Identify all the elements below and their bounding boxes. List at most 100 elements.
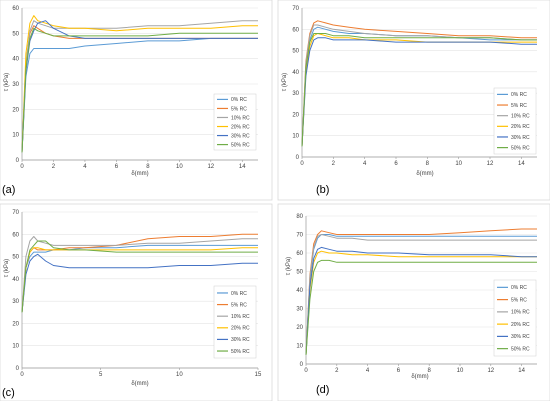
series-line-20pct-rc: [21, 15, 258, 153]
panel-d-plot: 0 10 20 30 40 50 60 70 80 0 2 4 6 8 10 12 14: [296, 214, 537, 374]
x-tick-label: 8: [428, 368, 432, 374]
panel-a-plot: 0 10 20 30 40 50 60 0 2 4 6 8 10 12 14: [12, 6, 258, 170]
panel-c-ylabel: τ (kPa): [4, 259, 10, 277]
y-tick-label: 60: [12, 232, 19, 238]
panel-a-label: (a): [2, 184, 15, 196]
legend-entry: 5% RC: [511, 103, 527, 109]
y-tick-label: 60: [12, 6, 19, 12]
legend-entry: 0% RC: [231, 97, 247, 103]
y-tick-label: 10: [292, 134, 299, 140]
x-tick-label: 0: [304, 368, 308, 374]
y-tick-label: 20: [296, 325, 303, 331]
y-tick-label: 20: [292, 112, 299, 118]
y-tick-label: 20: [12, 321, 19, 327]
legend-entry: 0% RC: [231, 291, 247, 297]
legend-entry: 5% RC: [231, 302, 247, 308]
panel-a-ylabel: τ (kPa): [4, 73, 10, 91]
x-tick-label: 0: [20, 164, 24, 170]
legend-entry: 10% RC: [231, 314, 250, 320]
panel-a: τ (kPa) δ(mm) (a) 0 10 20 30 40 50 60 0 2 4 6 8 10 12…: [0, 0, 273, 201]
x-tick-label: 10: [455, 161, 462, 167]
x-tick-label: 14: [518, 161, 525, 167]
x-tick-label: 15: [255, 372, 262, 378]
panel-d-ylabel: τ (kPa): [286, 257, 292, 275]
y-tick-label: 40: [292, 70, 299, 76]
legend-entry: 30% RC: [231, 337, 250, 343]
x-tick-label: 4: [83, 164, 87, 170]
series-line-0pct-rc: [301, 26, 537, 147]
x-tick-label: 10: [176, 164, 183, 170]
y-tick-label: 70: [292, 6, 299, 12]
series-line-30pct-rc: [301, 37, 537, 147]
series-line-0pct-rc: [21, 37, 258, 153]
y-tick-label: 70: [12, 210, 19, 216]
series-line-50pct-rc: [21, 27, 258, 153]
legend-box: [493, 279, 537, 357]
y-tick-label: 0: [16, 366, 20, 372]
legend-entry: 0% RC: [511, 92, 527, 98]
y-tick-label: 10: [296, 344, 303, 350]
series-line-20pct-rc: [305, 250, 537, 355]
x-tick-label: 6: [397, 368, 401, 374]
x-tick-label: 2: [335, 368, 339, 374]
y-tick-label: 50: [12, 31, 19, 37]
y-tick-label: 0: [300, 362, 304, 368]
series-line-10pct-rc: [21, 236, 258, 313]
legend-entry: 50% RC: [231, 349, 250, 355]
legend-entry: 30% RC: [511, 135, 530, 141]
panel-d-xlabel: δ(mm): [411, 374, 428, 380]
panel-b-legend: 0% RC 5% RC 10% RC 20% RC 30% RC 50% RC: [493, 87, 537, 155]
y-tick-label: 50: [296, 270, 303, 276]
legend-entry: 50% RC: [231, 142, 250, 148]
y-tick-label: 50: [292, 49, 299, 55]
panel-a-legend: 0% RC 5% RC 10% RC 20% RC 30% RC 50% RC: [213, 93, 257, 151]
x-tick-label: 0: [20, 372, 24, 378]
y-tick-label: 0: [296, 155, 300, 161]
series-line-10pct-rc: [305, 234, 537, 355]
legend-box: [213, 93, 257, 151]
y-tick-label: 30: [292, 91, 299, 97]
y-tick-label: 60: [296, 251, 303, 257]
panel-b-label: (b): [316, 184, 329, 196]
panel-b-xlabel: δ(mm): [416, 171, 433, 177]
y-tick-label: 50: [12, 255, 19, 261]
x-tick-label: 8: [146, 164, 150, 170]
y-tick-label: 60: [292, 27, 299, 33]
y-tick-label: 30: [296, 307, 303, 313]
panel-d: τ (kPa) δ(mm) (d) 0 10 20 30 40 50 60 70 80 0 2 4 6 8…: [277, 203, 550, 401]
y-tick-label: 10: [12, 344, 19, 350]
series-line-5pct-rc: [301, 20, 537, 147]
series-line-30pct-rc: [21, 253, 258, 313]
legend-entry: 30% RC: [231, 133, 250, 139]
series-line-50pct-rc: [305, 259, 537, 355]
x-tick-label: 10: [176, 372, 183, 378]
panel-a-xlabel: δ(mm): [131, 171, 148, 177]
legend-entry: 20% RC: [511, 322, 530, 328]
series-line-50pct-rc: [21, 240, 258, 313]
x-tick-label: 6: [115, 164, 119, 170]
legend-entry: 10% RC: [231, 115, 250, 121]
legend-box: [493, 87, 537, 155]
legend-entry: 30% RC: [511, 334, 530, 340]
x-tick-label: 0: [300, 161, 304, 167]
x-tick-label: 2: [332, 161, 336, 167]
x-tick-label: 2: [52, 164, 56, 170]
series-line-30pct-rc: [305, 246, 537, 355]
legend-entry: 20% RC: [511, 124, 530, 130]
y-tick-label: 20: [12, 107, 19, 113]
panel-c-xlabel: δ(mm): [131, 381, 148, 387]
legend-entry: 0% RC: [511, 285, 527, 291]
panel-d-label: (d): [316, 384, 329, 396]
x-tick-label: 12: [207, 164, 214, 170]
x-tick-label: 14: [239, 164, 246, 170]
legend-entry: 20% RC: [231, 124, 250, 130]
x-tick-label: 12: [487, 368, 494, 374]
y-tick-label: 30: [12, 82, 19, 88]
x-tick-label: 5: [99, 372, 103, 378]
y-tick-label: 40: [296, 288, 303, 294]
legend-entry: 50% RC: [511, 145, 530, 151]
series-line-5pct-rc: [305, 228, 537, 355]
panel-b-ylabel: τ (kPa): [282, 73, 288, 91]
